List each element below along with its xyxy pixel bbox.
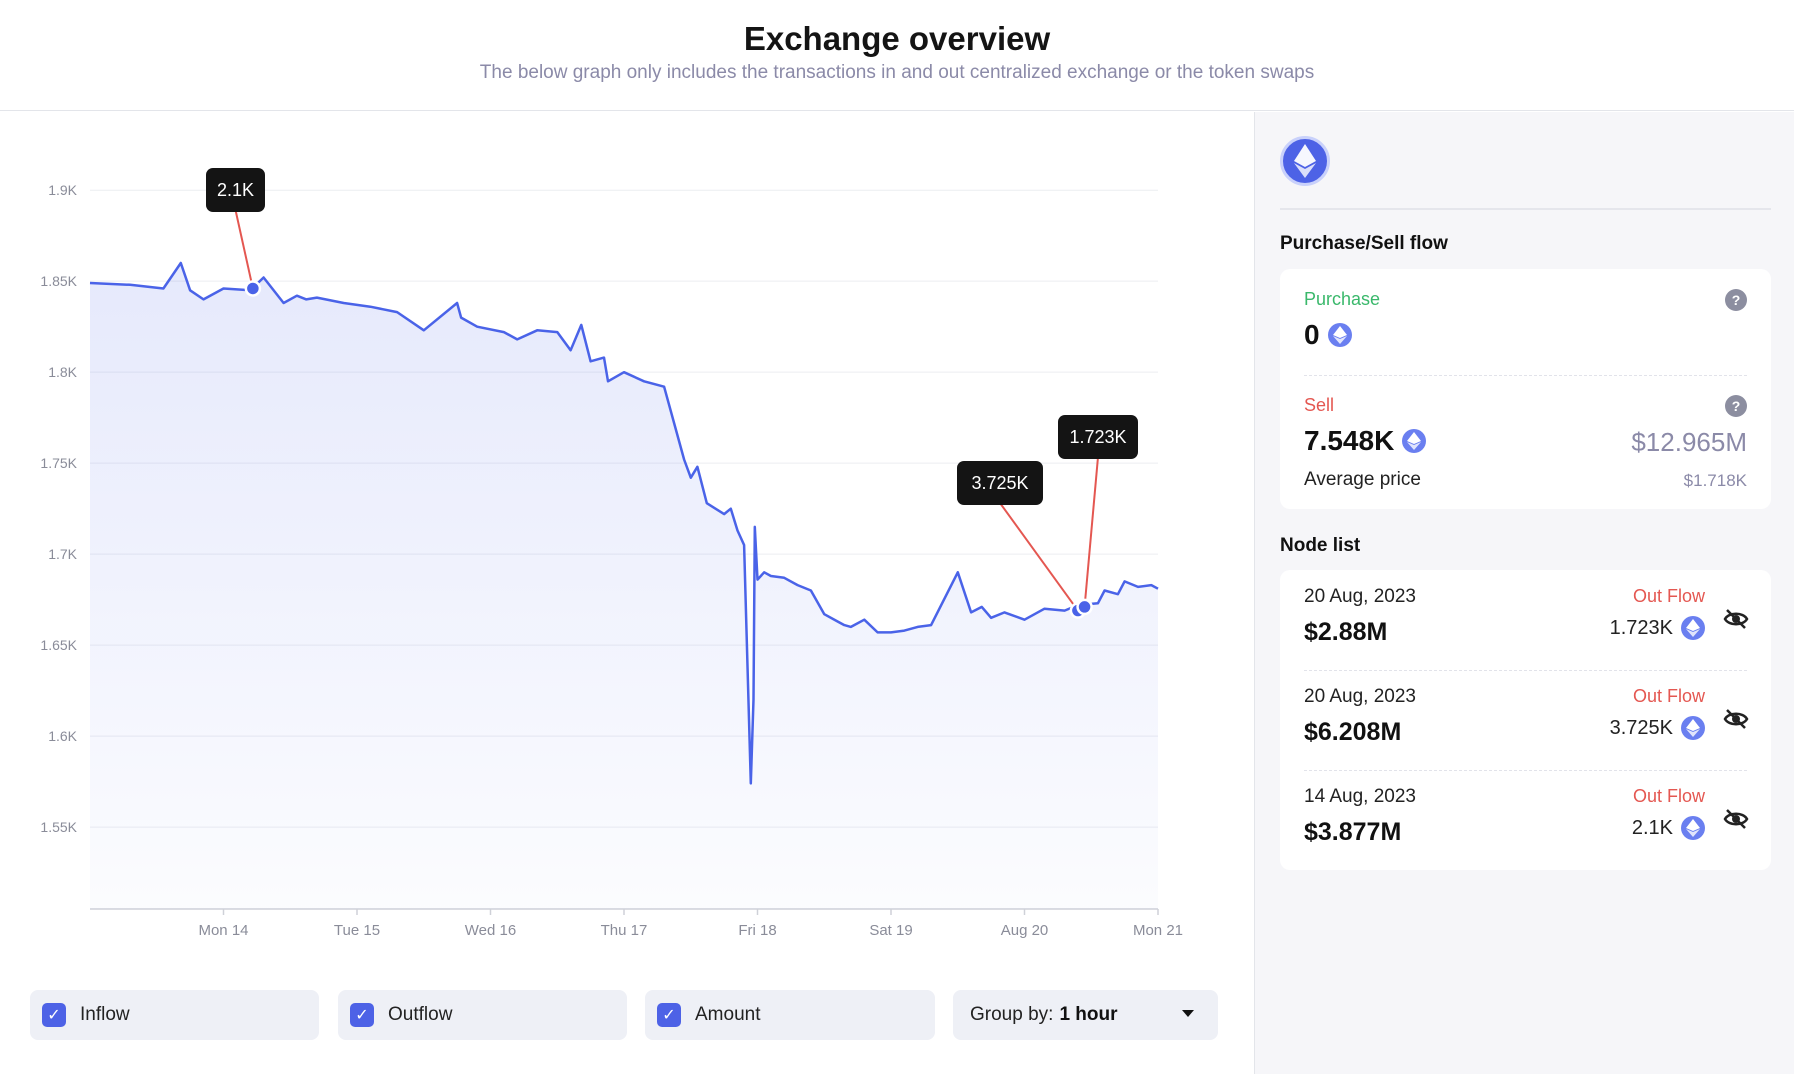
node-flow-type: Out Flow — [1632, 786, 1705, 806]
ethereum-icon — [1681, 616, 1705, 640]
node-qty: 3.725K — [1610, 716, 1705, 740]
annotation-leader-line — [1083, 456, 1099, 608]
node-list-title: Node list — [1280, 535, 1361, 556]
ethereum-icon — [1327, 323, 1352, 347]
y-tick-label: 1.8K — [48, 364, 77, 380]
eye-off-icon[interactable] — [1723, 606, 1749, 637]
node-amount: $6.208M — [1304, 718, 1402, 746]
price-flow-chart: 1.9K 1.85K 1.8K 1.75K 1.7K 1.65K 1.6K 1.55K Mon … — [40, 168, 1183, 939]
eye-off-icon[interactable] — [1723, 706, 1749, 737]
help-icon[interactable]: ? — [1725, 395, 1747, 417]
check-icon: ✓ — [42, 1003, 66, 1027]
y-tick-label: 1.75K — [40, 455, 77, 471]
group-by-select[interactable]: Group by: 1 hour — [953, 990, 1218, 1040]
annotation-label: 2.1K — [217, 180, 254, 200]
annotation-leader-line — [999, 502, 1079, 612]
chart-area: 1.9K 1.85K 1.8K 1.75K 1.7K 1.65K 1.6K 1.55K Mon … — [0, 112, 1254, 1074]
node-date: 20 Aug, 2023 — [1304, 686, 1416, 707]
divider — [1304, 375, 1747, 376]
check-icon: ✓ — [657, 1003, 681, 1027]
node-qty-value: 3.725K — [1609, 716, 1673, 739]
divider — [1280, 208, 1771, 210]
annotation-label: 3.725K — [971, 473, 1028, 493]
node-list-item[interactable]: 14 Aug, 2023 $3.877M Out Flow 2.1K — [1280, 770, 1771, 870]
inflow-label: Inflow — [80, 1004, 130, 1025]
annotation-label: 1.723K — [1069, 427, 1126, 447]
node-list-item[interactable]: 20 Aug, 2023 $6.208M Out Flow 3.725K — [1280, 670, 1771, 770]
ethereum-icon — [1681, 816, 1705, 840]
x-tick-label: Aug 20 — [1001, 922, 1049, 939]
node-list-card: 20 Aug, 2023 $2.88M Out Flow 1.723K 20 A… — [1280, 570, 1771, 870]
sell-label: Sell — [1304, 395, 1335, 415]
inflow-checkbox[interactable]: ✓ Inflow — [30, 990, 319, 1040]
node-amount: $3.877M — [1304, 818, 1402, 846]
node-qty: 1.723K — [1610, 616, 1705, 640]
y-tick-label: 1.65K — [40, 637, 77, 653]
annotation-point — [244, 280, 262, 297]
x-tick-label: Mon 14 — [198, 922, 248, 939]
annotation-box — [1058, 415, 1138, 459]
y-tick-label: 1.7K — [48, 546, 77, 562]
side-panel: Purchase/Sell flow Purchase ? 0 Sell ? 7… — [1254, 112, 1794, 1074]
amount-checkbox[interactable]: ✓ Amount — [645, 990, 935, 1040]
series-line — [89, 261, 1159, 785]
x-tick-label: Mon 21 — [1133, 922, 1183, 939]
group-by-label: Group by: — [970, 1004, 1054, 1025]
annotation-box — [957, 461, 1043, 505]
node-qty-value: 1.723K — [1609, 616, 1673, 639]
ethereum-icon — [1681, 716, 1705, 740]
node-qty-value: 2.1K — [1631, 816, 1673, 839]
node-list-item[interactable]: 20 Aug, 2023 $2.88M Out Flow 1.723K — [1280, 570, 1771, 670]
ethereum-icon — [1402, 429, 1427, 453]
y-tick-label: 1.85K — [40, 273, 77, 289]
average-price-label: Average price — [1304, 469, 1421, 490]
y-tick-label: 1.55K — [40, 819, 77, 835]
node-flow-type: Out Flow — [1632, 686, 1705, 706]
purchase-value: 0 — [1304, 319, 1320, 350]
ethereum-icon — [1280, 136, 1330, 186]
x-tick-label: Sat 19 — [869, 922, 912, 939]
x-tick-label: Tue 15 — [334, 922, 380, 939]
annotation-point — [1076, 598, 1093, 616]
node-amount: $2.88M — [1304, 618, 1388, 646]
group-by-value: 1 hour — [1059, 1004, 1118, 1025]
x-tick-label: Wed 16 — [465, 922, 516, 939]
chevron-down-icon — [1182, 1010, 1194, 1017]
node-flow-type: Out Flow — [1632, 586, 1705, 606]
x-tick-label: Fri 18 — [738, 922, 776, 939]
series-area — [90, 263, 1158, 909]
y-tick-label: 1.6K — [48, 728, 77, 744]
average-price-value: $1.718K — [1683, 471, 1747, 490]
annotation-box — [206, 168, 265, 212]
node-qty: 2.1K — [1632, 816, 1705, 840]
eye-off-icon[interactable] — [1723, 806, 1749, 837]
help-icon[interactable]: ? — [1725, 289, 1747, 311]
sell-usd-value: $12.965M — [1631, 427, 1747, 457]
outflow-label: Outflow — [388, 1004, 453, 1025]
sell-value-row: 7.548K — [1304, 425, 1427, 457]
node-date: 14 Aug, 2023 — [1304, 786, 1416, 807]
amount-label: Amount — [695, 1004, 761, 1025]
page-header: Exchange overview The below graph only i… — [0, 0, 1794, 111]
page-subtitle: The below graph only includes the transa… — [479, 62, 1315, 83]
divider — [1304, 670, 1747, 671]
x-tick-label: Thu 17 — [601, 922, 648, 939]
outflow-checkbox[interactable]: ✓ Outflow — [338, 990, 627, 1040]
purchase-value-row: 0 — [1304, 319, 1352, 351]
check-icon: ✓ — [350, 1003, 374, 1027]
node-date: 20 Aug, 2023 — [1304, 586, 1416, 607]
annotation-leader-line — [234, 209, 254, 289]
purchase-label: Purchase — [1304, 289, 1381, 309]
sell-value: 7.548K — [1304, 425, 1395, 456]
chart-controls: ✓ Inflow ✓ Outflow ✓ Amount Group by: 1 … — [0, 990, 1254, 1040]
page-title: Exchange overview — [743, 20, 1051, 57]
purchase-sell-title: Purchase/Sell flow — [1280, 233, 1448, 254]
divider — [1304, 770, 1747, 771]
y-tick-label: 1.9K — [48, 182, 77, 198]
purchase-sell-card: Purchase ? 0 Sell ? 7.548K $12.965M Aver… — [1280, 269, 1771, 509]
